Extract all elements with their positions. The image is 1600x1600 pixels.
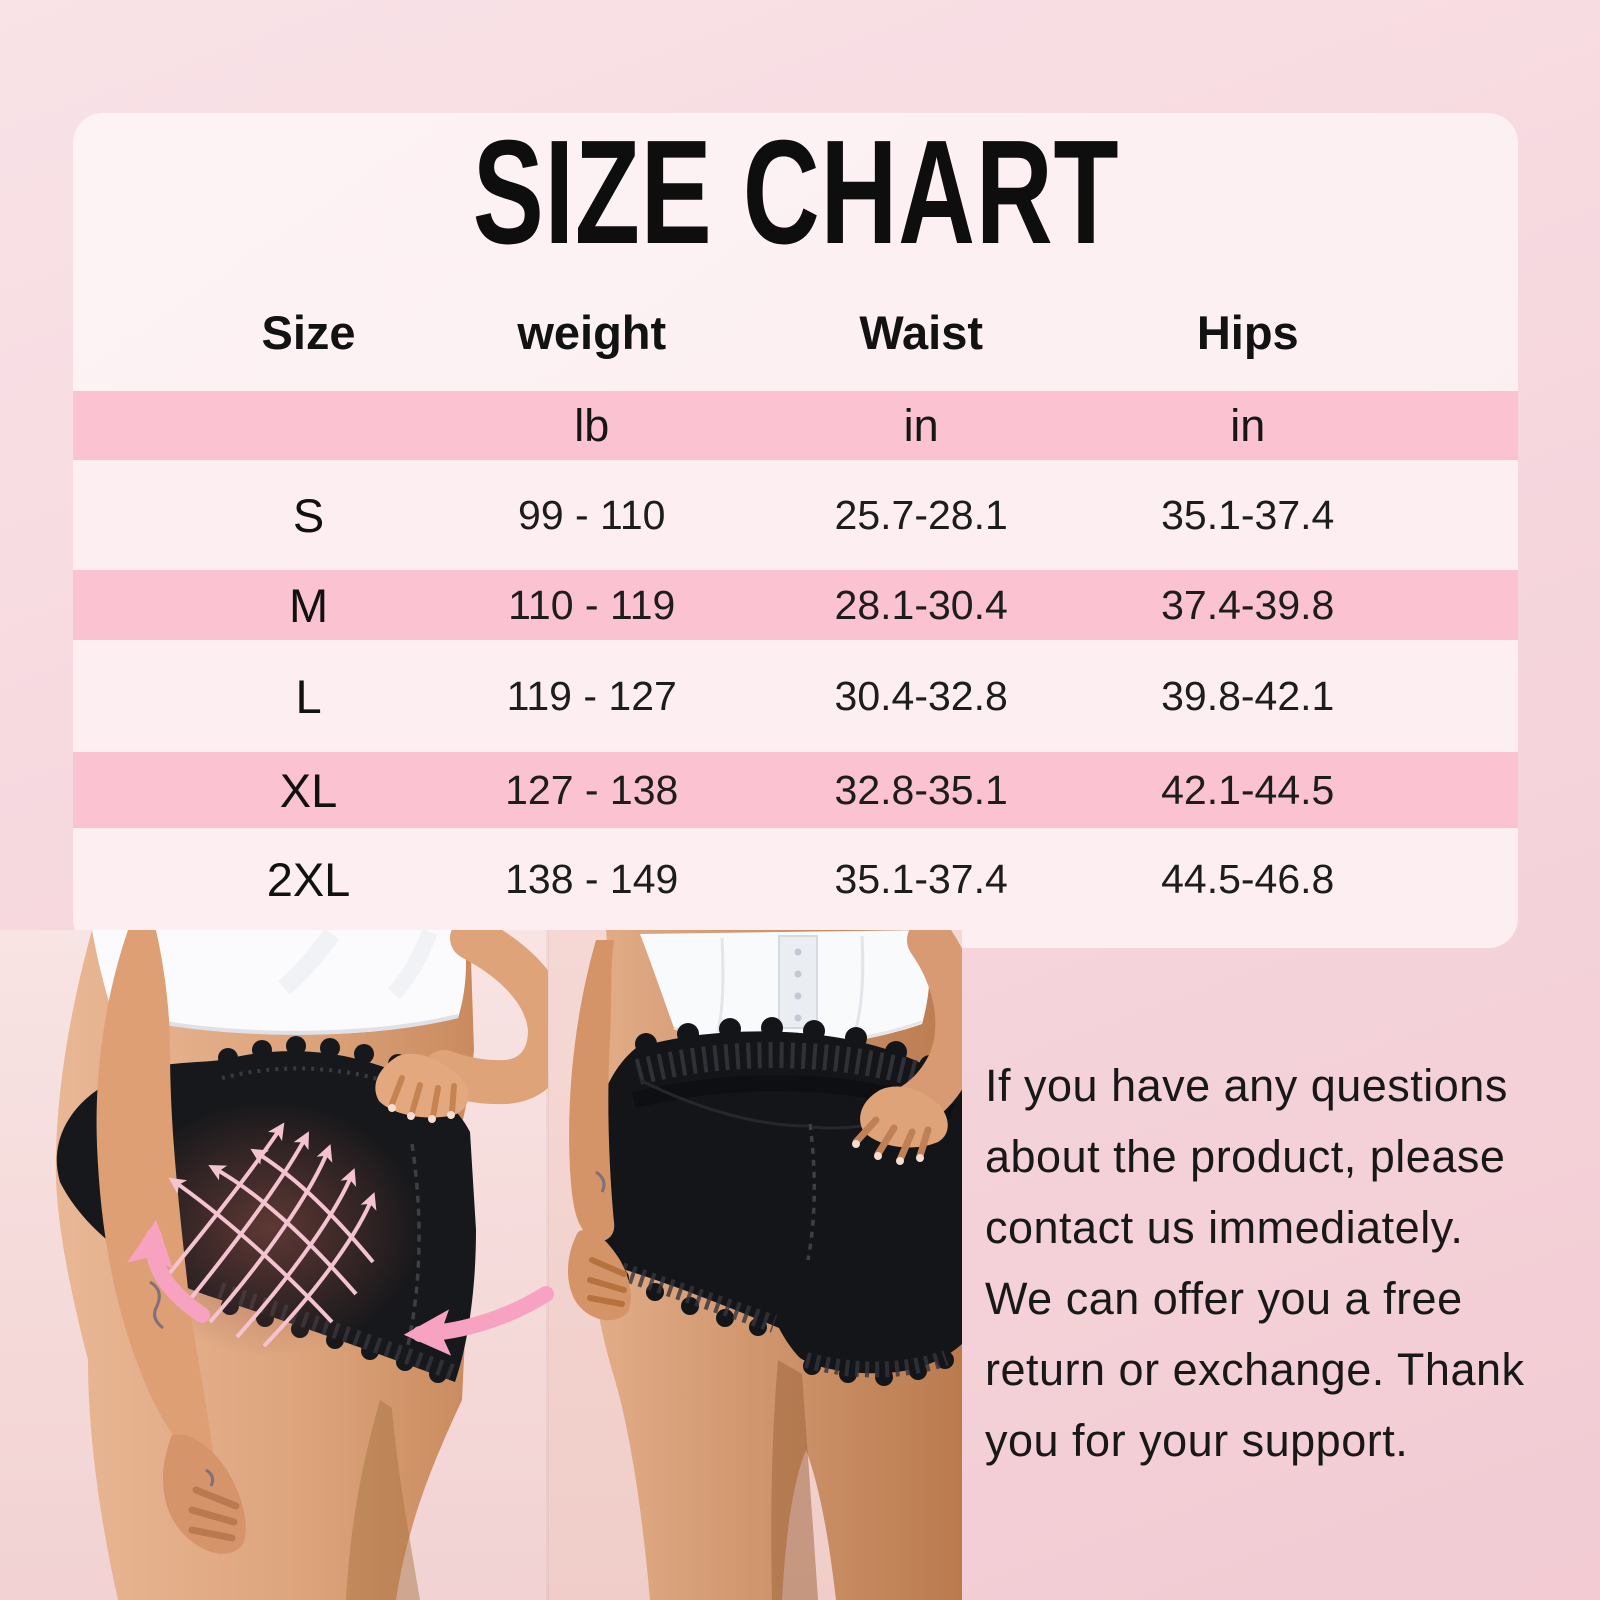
right-model-leg-shadow [771,1360,818,1600]
waist-cell: 35.1-37.4 [834,856,1008,902]
bra-clasp-hooks [794,948,802,1022]
column-header-waist: Waist [859,305,983,359]
hips-cell: 42.1-44.5 [1161,766,1335,813]
unit-hips: in [1230,399,1266,451]
forearm-tattoo [595,1170,606,1193]
hand-fingers [188,1486,240,1542]
contact-note-line: you for your support. [985,1415,1409,1466]
left-model-bra [92,930,466,1035]
right-model-hand-on-thigh [567,1229,631,1321]
product-photos [0,930,962,1600]
lace-waistband-texture [634,1042,955,1097]
unit-weight: lb [574,399,610,451]
hips-cell: 44.5-46.8 [1161,856,1335,902]
left-model-hanging-arm [96,930,214,1464]
hand-fingers [389,1075,457,1119]
table-row-2xl: 2XL 138 - 149 35.1-37.4 44.5-46.8 [73,828,1518,948]
column-header-weight: weight [517,305,667,359]
contact-note-line: If you have any questions [985,1060,1508,1111]
size-chart-title: SIZE CHART [73,113,1518,275]
unit-row: lb in in [73,391,1518,460]
contact-note: If you have any questions about the prod… [985,1050,1570,1476]
hips-cell: 35.1-37.4 [1161,491,1335,538]
bra-strap [278,930,340,995]
lace-hem-texture [609,1259,949,1378]
waist-cell: 30.4-32.8 [834,672,1008,719]
left-model-arm-on-hip [422,930,548,1105]
weight-cell: 99 - 110 [518,491,666,538]
weight-cell: 110 - 119 [508,581,676,628]
hand-fingers [852,1116,932,1164]
fingernails [388,1104,455,1123]
hips-cell: 39.8-42.1 [1161,672,1335,719]
right-model-hanging-arm [569,940,615,1242]
contact-note-line: about the product, please [985,1131,1506,1182]
contact-note-line: contact us immediately. [985,1202,1464,1253]
size-chart-card: SIZE CHART Size weight Waist Hips lb in … [73,113,1518,948]
size-cell: XL [279,763,338,817]
contact-note-line: We can offer you a free [985,1273,1463,1324]
column-header-hips: Hips [1196,305,1299,359]
size-cell: 2XL [266,853,351,906]
waist-cell: 28.1-30.4 [834,581,1008,628]
size-cell: M [288,578,329,632]
weight-cell: 138 - 149 [505,856,679,902]
contact-note-line: return or exchange. Thank [985,1344,1525,1395]
lift-arrows-mesh [166,1122,377,1348]
shorts-center-seam [806,1123,816,1261]
weight-cell: 119 - 127 [506,672,677,719]
table-row-m: M 110 - 119 28.1-30.4 37.4-39.8 [73,570,1518,640]
model-back-view-left [55,930,548,1600]
left-model-leg-shadow [346,1400,420,1600]
size-cell: S [292,488,325,542]
lift-arrow-tuck [403,1286,554,1356]
weight-cell: 127 - 138 [505,766,679,813]
column-header-size: Size [261,305,356,359]
unit-waist: in [903,399,939,451]
hand-fingers [587,1257,627,1307]
size-chart-title-text: SIZE CHART [472,113,1119,275]
lift-arrows-thick [127,1219,554,1356]
photo-seam [546,930,549,1600]
table-row-s: S 99 - 110 25.7-28.1 35.1-37.4 [73,460,1518,570]
model-back-view-right [567,930,962,1600]
table-row-xl: XL 127 - 138 32.8-35.1 42.1-44.5 [73,752,1518,828]
lift-arrow-up [127,1219,210,1323]
waist-cell: 32.8-35.1 [834,766,1008,813]
fingernails [852,1140,924,1165]
size-cell: L [295,669,322,723]
hips-cell: 37.4-39.8 [1161,581,1335,628]
size-chart-header-row: Size weight Waist Hips [73,273,1518,391]
waist-cell: 25.7-28.1 [834,491,1008,538]
bra-strap [387,930,438,1000]
shapewear-photo-illustration [0,930,962,1600]
table-row-l: L 119 - 127 30.4-32.8 39.8-42.1 [73,640,1518,752]
forearm-tattoo [149,1280,215,1487]
